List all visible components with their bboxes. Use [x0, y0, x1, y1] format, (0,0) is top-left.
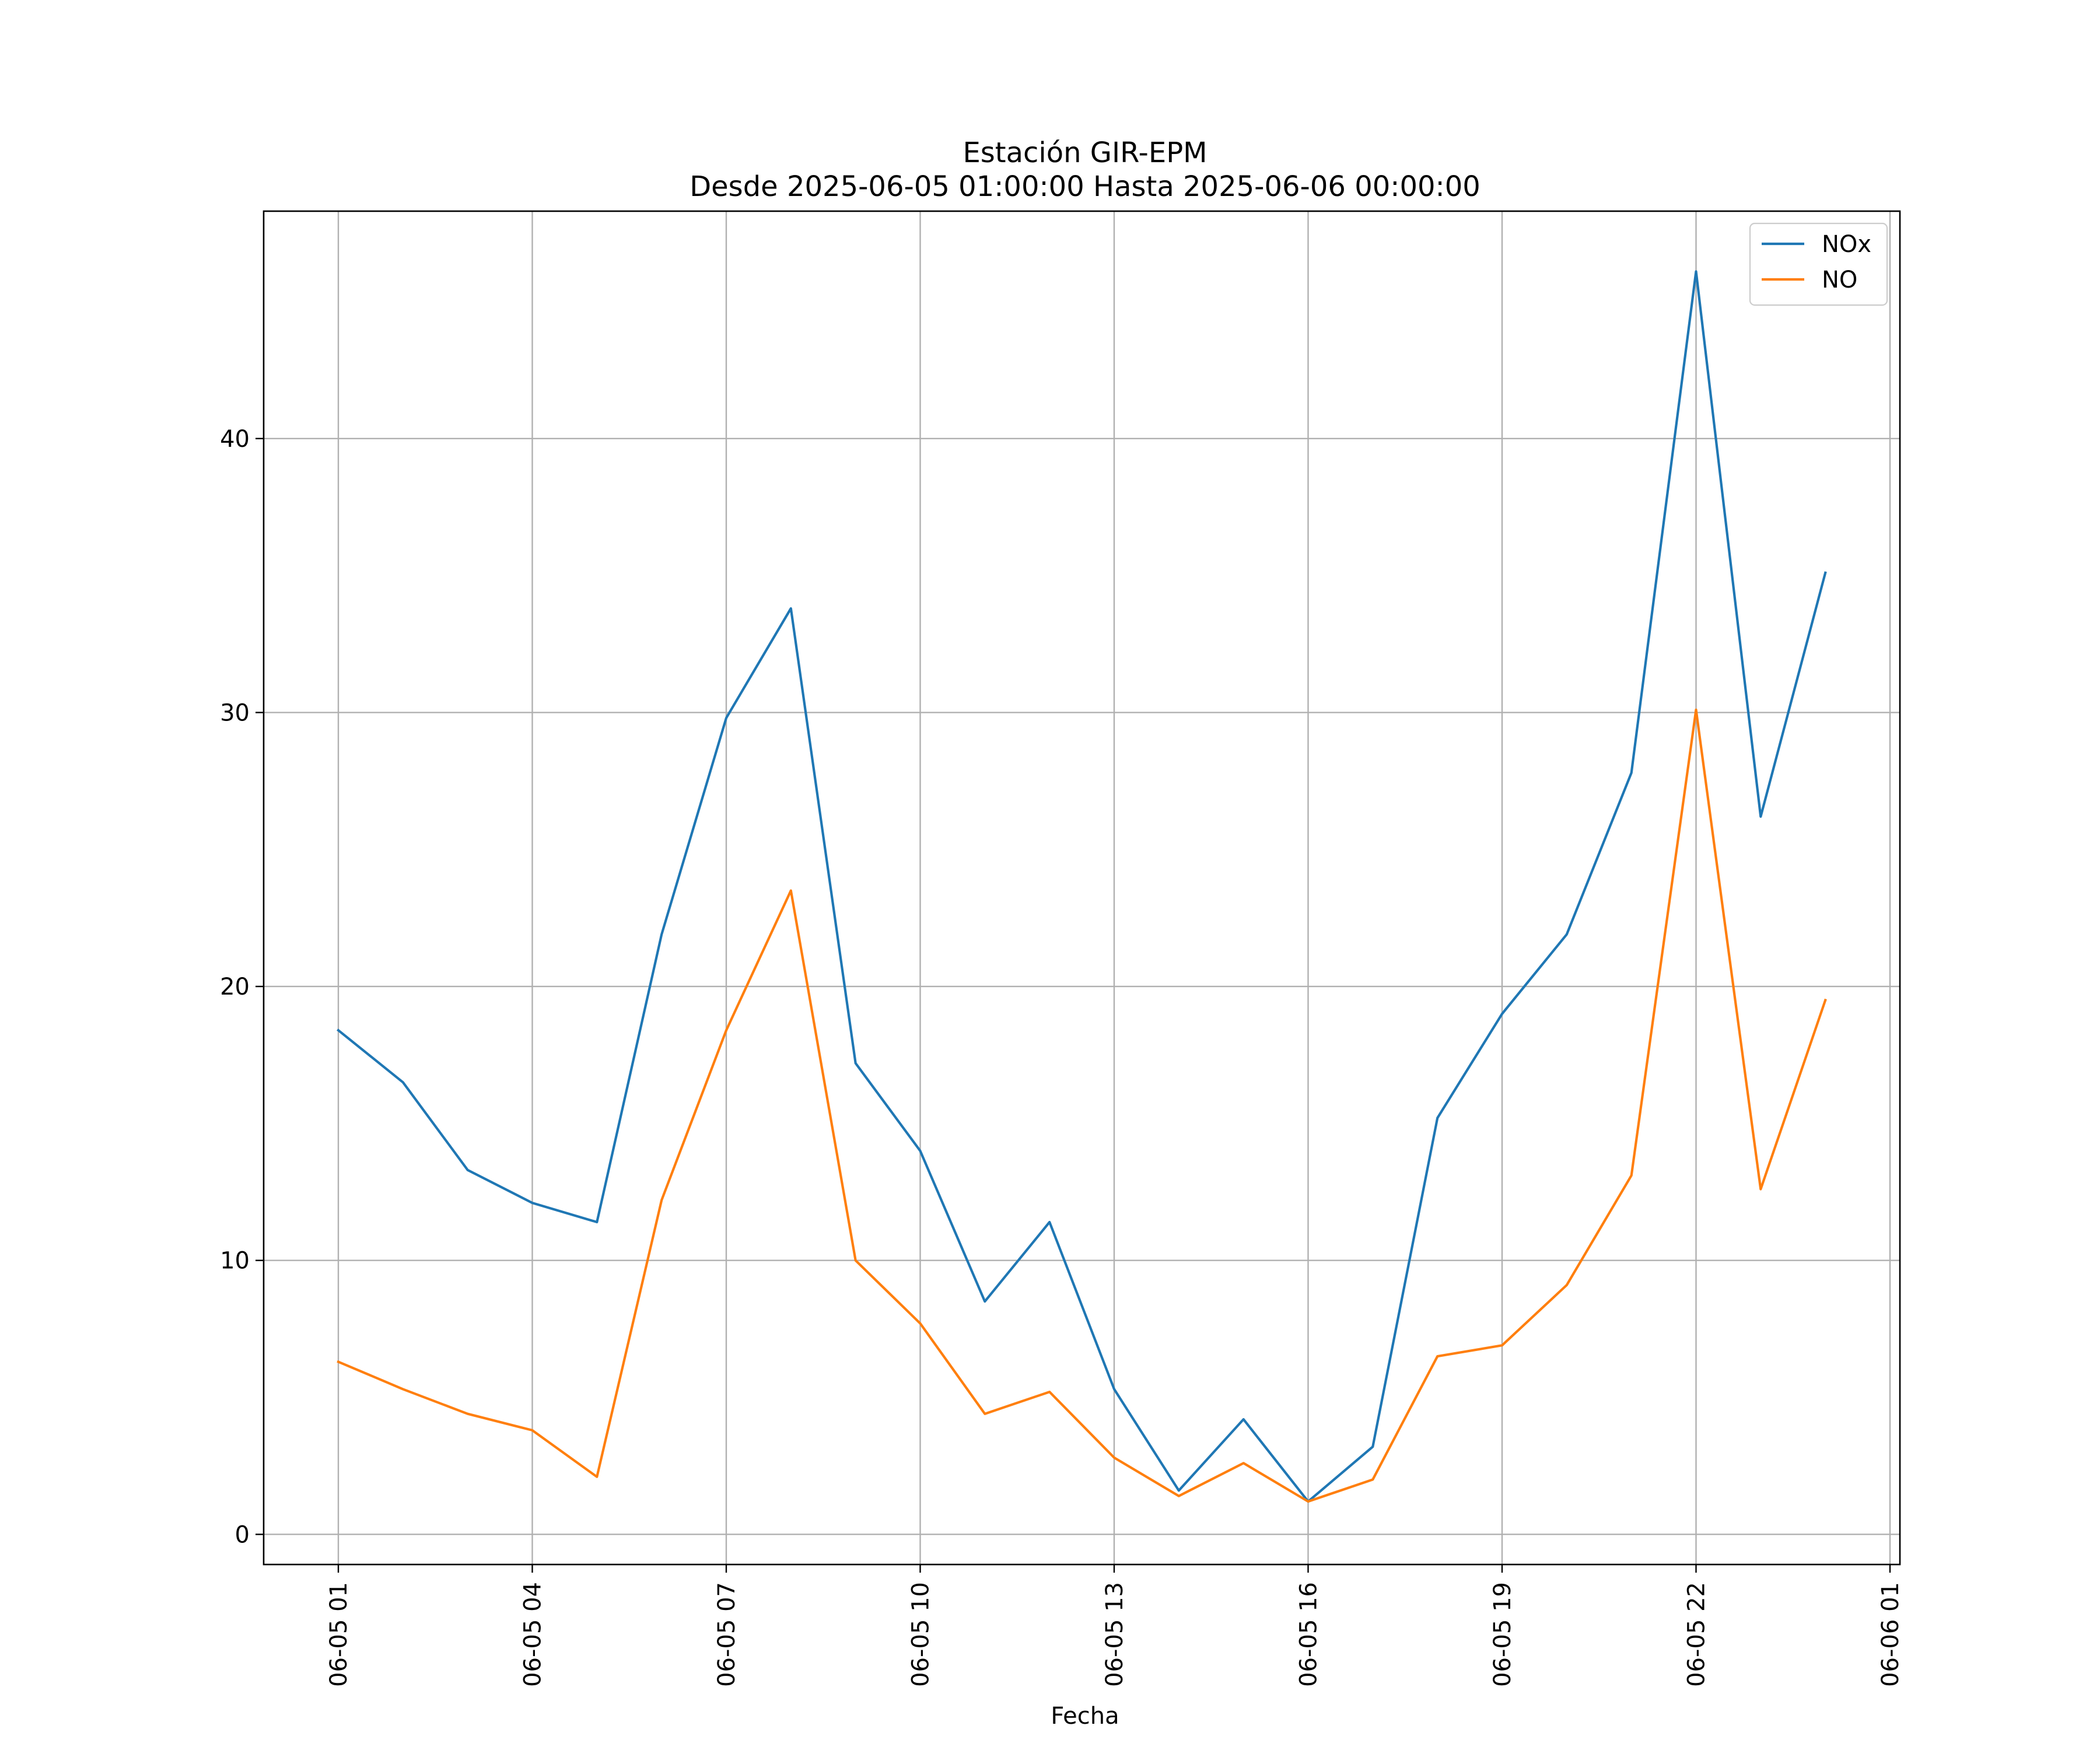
x-tick-label: 06-06 01 — [1877, 1582, 1904, 1687]
y-tick-label: 30 — [220, 699, 250, 726]
x-tick-label: 06-05 04 — [519, 1582, 546, 1687]
y-tick-label: 20 — [220, 974, 250, 1000]
x-axis-label: Fecha — [1051, 1703, 1119, 1730]
y-tick-label: 0 — [235, 1521, 250, 1548]
y-tick-label: 10 — [220, 1248, 250, 1275]
x-tick-label: 06-05 07 — [713, 1582, 740, 1687]
legend-label-no: NO — [1822, 267, 1857, 293]
grid — [264, 211, 1900, 1564]
legend-label-nox: NOx — [1822, 231, 1871, 258]
legend: NOx NO — [1749, 222, 1888, 306]
series-layer — [337, 270, 1827, 1503]
x-tick-label: 06-05 13 — [1101, 1582, 1128, 1687]
chart-subtitle: Desde 2025-06-05 01:00:00 Hasta 2025-06-… — [690, 170, 1480, 203]
x-tick-label: 06-05 10 — [907, 1582, 934, 1687]
x-tick-label: 06-05 19 — [1489, 1582, 1516, 1687]
chart-title: Estación GIR-EPM — [963, 136, 1207, 169]
x-tick-label: 06-05 01 — [326, 1582, 352, 1687]
y-tick-label: 40 — [220, 426, 250, 453]
series-line-no — [337, 708, 1827, 1503]
plot-frame — [262, 210, 1901, 1566]
series-line-nox — [337, 270, 1827, 1503]
x-tick-label: 06-05 16 — [1295, 1582, 1322, 1687]
ticks: 06-05 01 06-05 04 06-05 07 06-05 10 06-05 13… — [220, 426, 1904, 1687]
x-tick-label: 06-05 22 — [1683, 1582, 1710, 1687]
